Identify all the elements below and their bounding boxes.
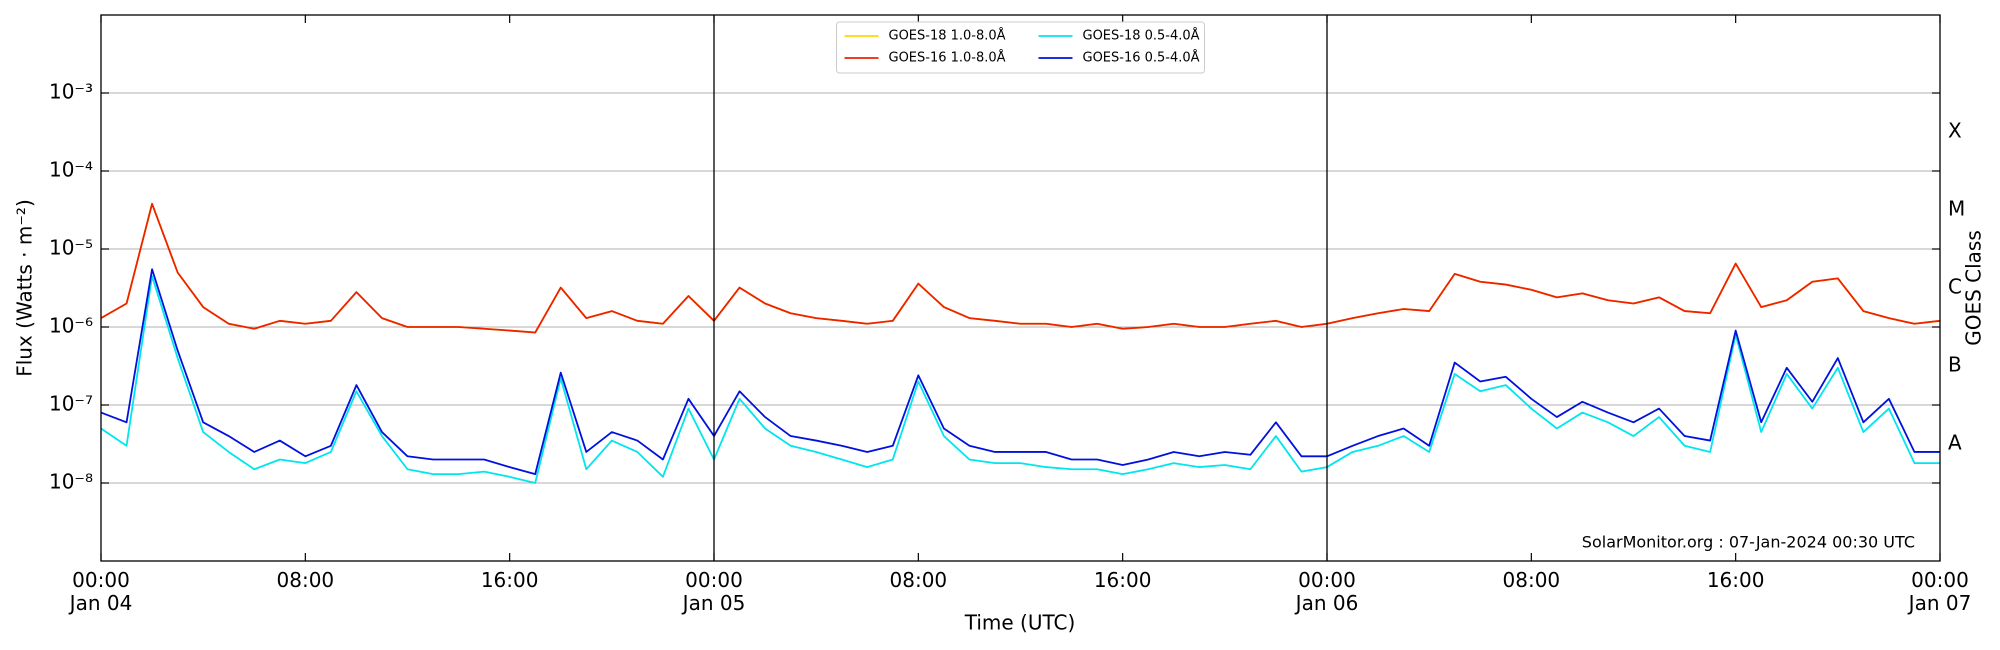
y2-tick-label: A xyxy=(1948,431,1962,455)
x-tick-label: 16:00 xyxy=(1706,568,1765,592)
legend-label: GOES-16 1.0-8.0Å xyxy=(889,50,1006,66)
y-tick-label: 10⁻⁶ xyxy=(49,314,93,338)
y-axis-label: Flux (Watts · m⁻²) xyxy=(13,199,37,377)
legend-label: GOES-18 1.0-8.0Å xyxy=(889,28,1006,44)
y-tick-label: 10⁻⁷ xyxy=(49,392,93,416)
x-tick-label: 00:00 Jan 07 xyxy=(1908,568,1972,615)
series-line xyxy=(100,202,1941,334)
legend: GOES-18 1.0-8.0Å GOES-16 1.0-8.0Å GOES-18 … xyxy=(836,21,1205,74)
x-tick-label: 08:00 xyxy=(889,568,948,592)
y-tick-label: 10⁻⁴ xyxy=(49,158,93,182)
y-tick-label: 10⁻³ xyxy=(49,80,93,104)
x-tick-label: 00:00 Jan 04 xyxy=(69,568,133,615)
x-tick-label: 08:00 xyxy=(276,568,335,592)
y2-tick-label: X xyxy=(1948,119,1962,143)
legend-box xyxy=(836,21,1205,74)
annotation: SolarMonitor.org : 07-Jan-2024 00:30 UTC xyxy=(1582,533,1915,552)
legend-label: GOES-16 0.5-4.0Å xyxy=(1083,50,1200,66)
y2-tick-label: M xyxy=(1948,197,1965,221)
plot-frame xyxy=(100,14,1941,562)
y2-axis-label: GOES Class xyxy=(1962,230,1986,346)
y2-tick-label: B xyxy=(1948,353,1962,377)
x-tick-label: 00:00 Jan 06 xyxy=(1295,568,1359,615)
series-line xyxy=(100,268,1940,476)
series-line xyxy=(100,275,1940,484)
x-tick-label: 16:00 xyxy=(480,568,539,592)
x-tick-label: 00:00 Jan 05 xyxy=(682,568,746,615)
y-tick-label: 10⁻⁵ xyxy=(49,236,93,260)
x-axis-label: Time (UTC) xyxy=(964,611,1076,635)
legend-label: GOES-18 0.5-4.0Å xyxy=(1083,28,1200,44)
y2-tick-label: C xyxy=(1948,275,1962,299)
x-tick-label: 16:00 xyxy=(1093,568,1152,592)
x-tick-label: 08:00 xyxy=(1502,568,1561,592)
y-tick-label: 10⁻⁸ xyxy=(49,470,93,494)
